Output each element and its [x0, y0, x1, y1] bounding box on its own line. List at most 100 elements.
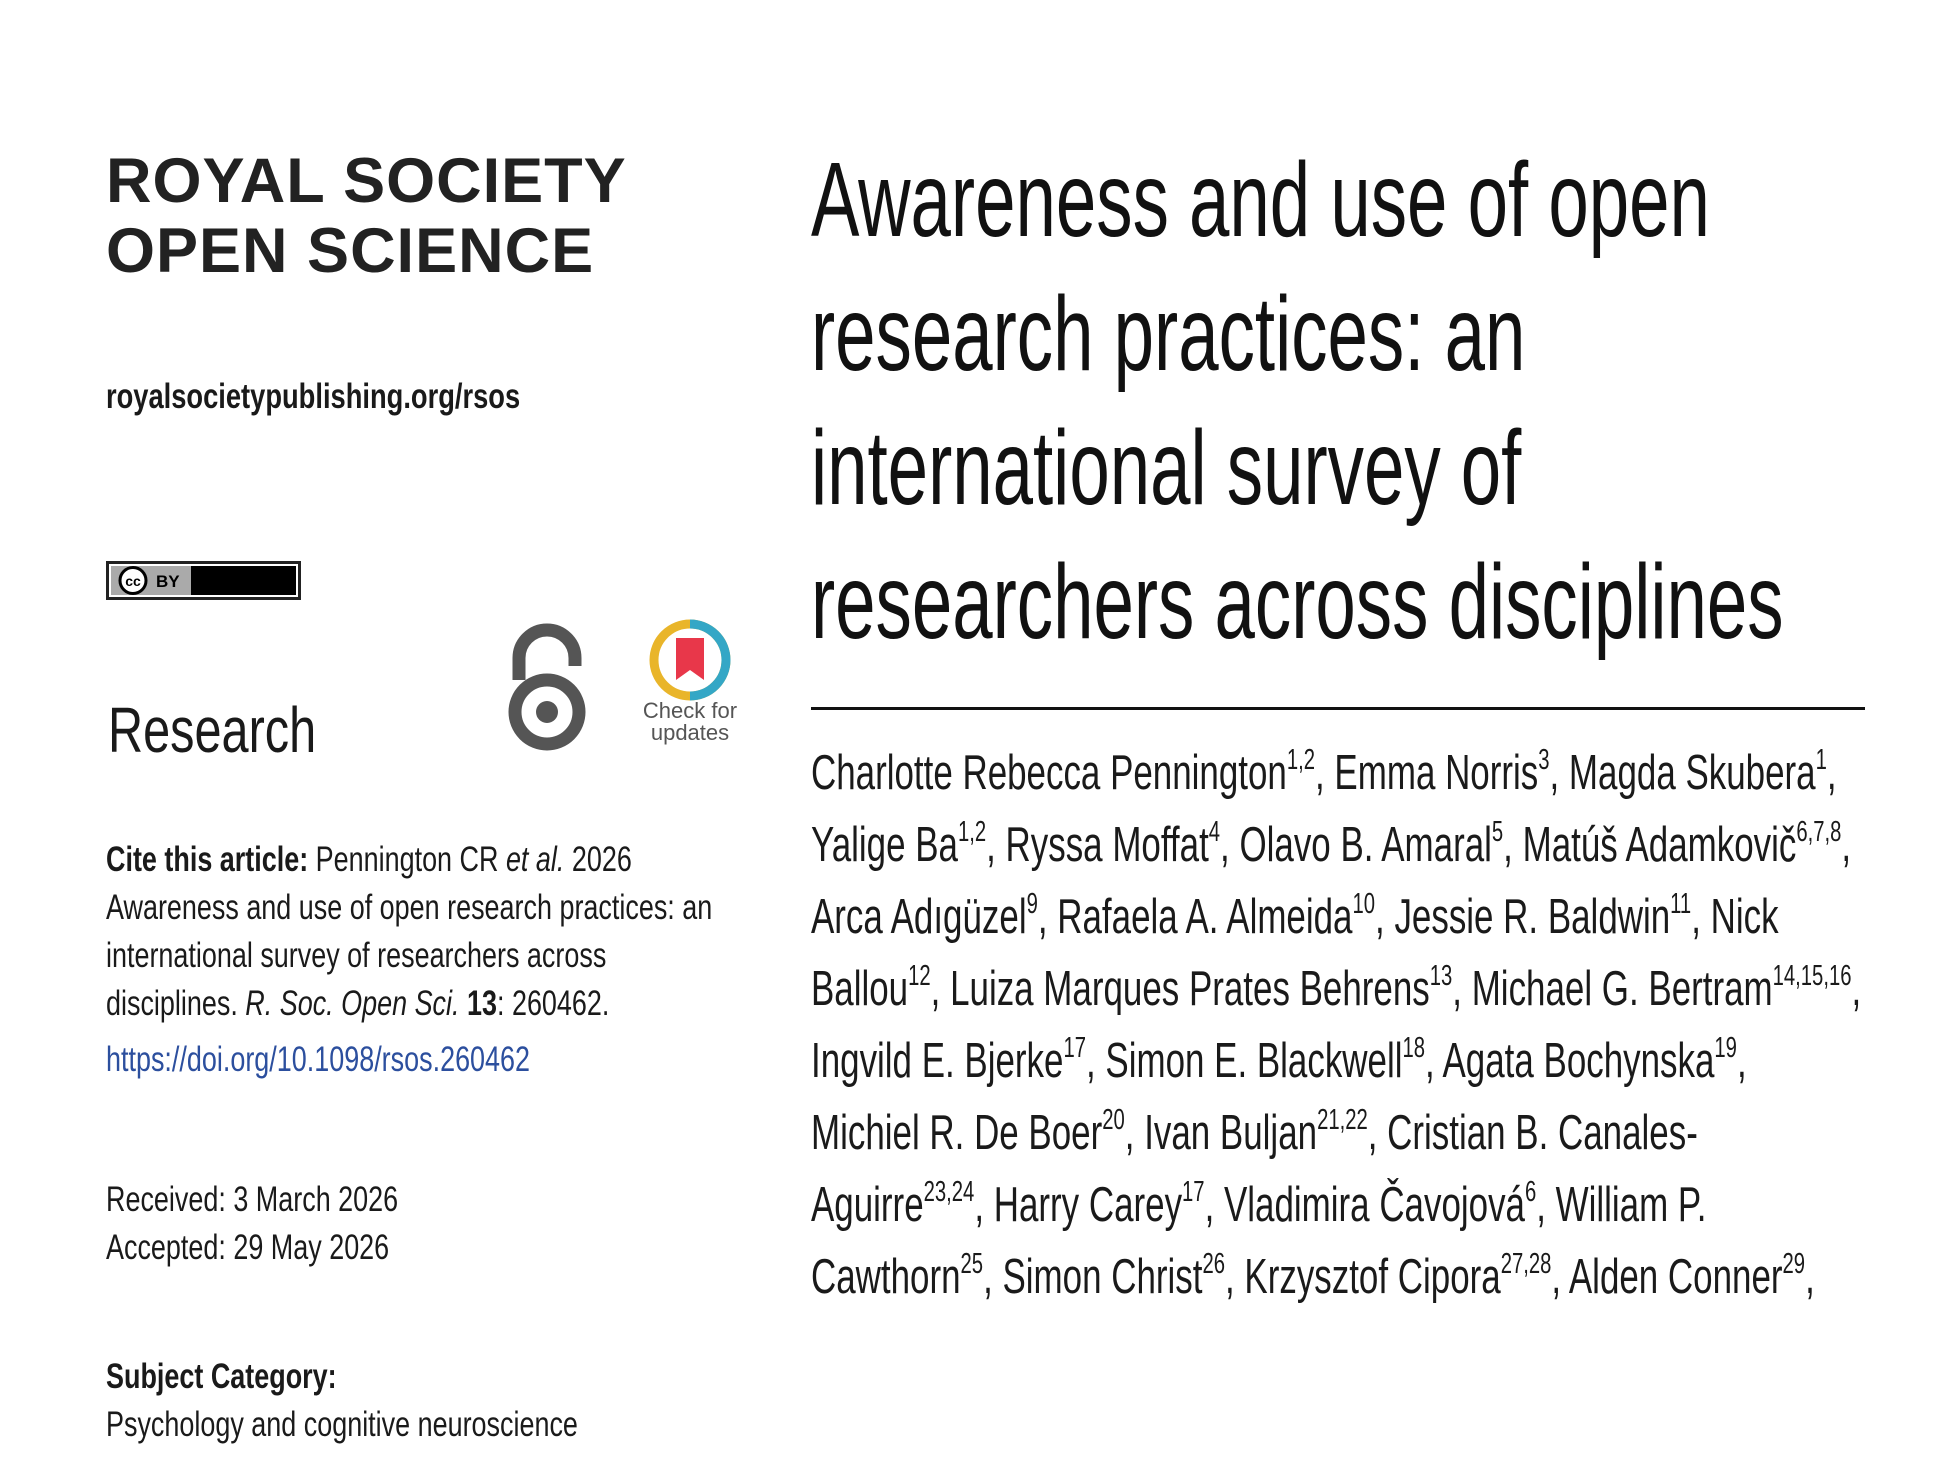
author-separator: ,: [1805, 1250, 1815, 1304]
author-affiliation: 4: [1208, 815, 1221, 848]
author-affiliation: 1: [1815, 743, 1827, 776]
author-affiliation: 10: [1352, 887, 1376, 920]
author-separator: ,: [1037, 890, 1058, 944]
author-affiliation: 1,2: [1286, 743, 1316, 776]
author-separator: ,: [986, 818, 1006, 872]
doi-link[interactable]: https://doi.org/10.1098/rsos.260462: [106, 1040, 531, 1079]
cite-run: Pennington CR: [308, 840, 506, 879]
author-name: Emma Norris: [1334, 746, 1539, 800]
author-separator: ,: [1551, 1250, 1569, 1304]
author-affiliation: 9: [1026, 887, 1038, 920]
author-name: Jessie R. Baldwin: [1394, 890, 1671, 944]
author: Matúš Adamkovič6,7,8: [1523, 818, 1842, 872]
author-name: Ryssa Moffat: [1005, 818, 1209, 872]
author-separator: ,: [1503, 818, 1523, 872]
author-separator: ,: [1315, 746, 1335, 800]
author: Magda Skubera1: [1569, 746, 1827, 800]
author-separator: ,: [1204, 1178, 1224, 1232]
cite-run: R. Soc. Open Sci.: [245, 984, 460, 1023]
author-name: Rafaela A. Almeida: [1057, 890, 1353, 944]
journal-name: ROYAL SOCIETY OPEN SCIENCE: [106, 146, 627, 286]
author: Rafaela A. Almeida10: [1057, 890, 1375, 944]
title-line: research practices: an: [811, 275, 1526, 393]
title-line: Awareness and use of open: [811, 141, 1710, 259]
oa-shackle: [512, 623, 582, 680]
author-separator: ,: [930, 962, 951, 1016]
subject-value: Psychology and cognitive neuroscience: [106, 1405, 578, 1444]
author-name: Michiel R. De Boer: [811, 1106, 1103, 1160]
author-name: Magda Skubera: [1568, 746, 1816, 800]
cite-run: et al.: [505, 840, 565, 879]
author-separator: ,: [1085, 1034, 1106, 1088]
citation: Cite this article: Pennington CR et al. …: [106, 836, 714, 1028]
author-name: Simon E. Blackwell: [1105, 1034, 1403, 1088]
author-affiliation: 6: [1524, 1175, 1537, 1208]
author-separator: ,: [1425, 1034, 1443, 1088]
author-name: Alden Conner: [1568, 1250, 1783, 1304]
author-name: Harry Carey: [993, 1178, 1183, 1232]
author: Michiel R. De Boer20: [811, 1106, 1125, 1160]
author: Ivan Buljan21,22: [1144, 1106, 1368, 1160]
dates: Received: 3 March 2026 Accepted: 29 May …: [106, 1176, 398, 1272]
author: Yalige Ba1,2: [811, 818, 986, 872]
author-name: Olavo B. Amaral: [1239, 818, 1492, 872]
cfu-bookmark: [676, 638, 704, 680]
author-separator: ,: [1220, 818, 1240, 872]
author-name: Vladimira Čavojová: [1223, 1178, 1525, 1232]
author-affiliation: 25: [960, 1247, 984, 1280]
author: Ingvild E. Bjerke17: [811, 1034, 1086, 1088]
received: Received: 3 March 2026: [106, 1180, 399, 1219]
author: Charlotte Rebecca Pennington1,2: [811, 746, 1315, 800]
author-name: Charlotte Rebecca Pennington: [811, 746, 1287, 800]
author-affiliation: 6,7,8: [1796, 815, 1842, 848]
journal-line: OPEN SCIENCE: [106, 216, 595, 286]
author-affiliation: 11: [1670, 887, 1692, 920]
author-name: Michael G. Bertram: [1471, 962, 1773, 1016]
author: Emma Norris3: [1334, 746, 1549, 800]
cite-run: [460, 984, 467, 1023]
author-separator: ,: [1826, 746, 1837, 800]
author-affiliation: 20: [1102, 1103, 1125, 1136]
author: Harry Carey17: [994, 1178, 1205, 1232]
title-rule: [811, 707, 1865, 710]
author: Cristian B. Canales-Aguirre23,24: [811, 1106, 1698, 1232]
cc-icon: cc: [125, 573, 141, 589]
title-line: researchers across disciplines: [811, 543, 1784, 661]
title-line: international survey of: [811, 409, 1522, 527]
author-name: Simon Christ: [1002, 1250, 1203, 1304]
author-name: Nick Ballou: [811, 890, 1779, 1016]
article-title: Awareness and use of open research practi…: [811, 133, 1784, 669]
author: Simon E. Blackwell18: [1105, 1034, 1425, 1088]
author-separator: ,: [983, 1250, 1003, 1304]
author-affiliation: 13: [1429, 959, 1453, 992]
author: Alden Conner29: [1569, 1250, 1805, 1304]
author-affiliation: 5: [1491, 815, 1504, 848]
author: William P. Cawthorn25: [811, 1178, 1706, 1304]
section-label: Research: [108, 694, 317, 766]
check-updates-icon: [649, 619, 731, 701]
author-separator: ,: [1452, 962, 1472, 1016]
author-affiliation: 1,2: [957, 815, 987, 848]
author: Michael G. Bertram14,15,16: [1472, 962, 1852, 1016]
author-affiliation: 14,15,16: [1772, 959, 1852, 992]
cite-run: 2026 Awareness and use of open research …: [106, 840, 713, 1023]
cite-label: Cite this article:: [106, 840, 309, 879]
author-name: Ivan Buljan: [1144, 1106, 1318, 1160]
author-affiliation: 17: [1182, 1175, 1205, 1208]
journal-line: ROYAL SOCIETY: [106, 146, 627, 216]
author-name: Krzysztof Cipora: [1244, 1250, 1501, 1304]
author-list: Charlotte Rebecca Pennington1,2, Emma No…: [811, 737, 1865, 1313]
author: Jessie R. Baldwin11: [1394, 890, 1691, 944]
journal-url: royalsocietypublishing.org/rsos: [106, 377, 521, 416]
check-updates-text: Check for updates: [642, 698, 738, 745]
author-separator: ,: [1851, 962, 1862, 1016]
author: Olavo B. Amaral5: [1239, 818, 1503, 872]
author-affiliation: 26: [1202, 1247, 1225, 1280]
open-access-icon: [508, 623, 586, 751]
cfu-ring-right: [689, 619, 731, 701]
author-name: Yalige Ba: [811, 818, 958, 872]
cite-run: 13: [466, 984, 497, 1023]
cc-circle: [118, 566, 148, 595]
author-separator: ,: [1841, 818, 1852, 872]
license-badge: cc BY: [106, 561, 301, 600]
